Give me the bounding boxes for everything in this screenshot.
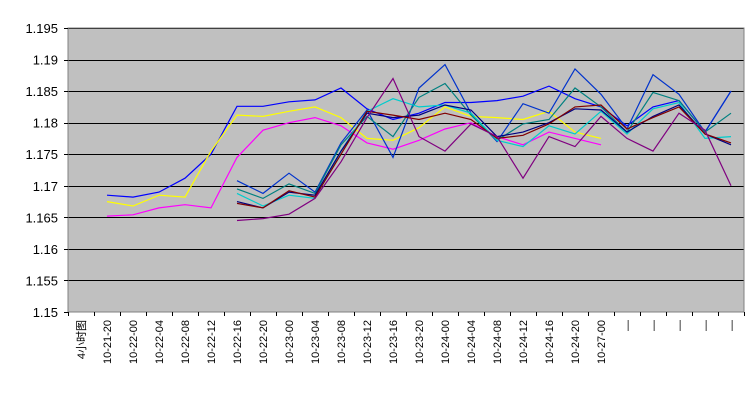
x-tick-label: 10-23-00 <box>284 320 296 364</box>
x-axis: 4小时图 10-21-20 10-22-00 10-22-04 10-22-08 10-2… <box>68 312 745 364</box>
x-tick-label: — <box>726 320 738 331</box>
x-tick-label: 10-24-12 <box>518 320 530 364</box>
x-tick-label: — <box>674 320 686 331</box>
y-tick-label: 1.185 <box>25 84 58 99</box>
series-line-3 <box>106 116 602 217</box>
x-tick-label: 10-24-08 <box>492 320 504 364</box>
x-tick-label: 10-22-00 <box>128 320 140 364</box>
y-axis: 1.15 1.155 1.16 1.165 1.17 1.175 1.18 1.185 1.19… <box>25 21 68 320</box>
series-lines <box>106 63 732 222</box>
x-tick-label: — <box>622 320 634 331</box>
y-tick-label: 1.16 <box>33 242 58 257</box>
x-tick-label: 10-22-04 <box>154 320 166 364</box>
x-tick-label: 10-23-08 <box>336 320 348 364</box>
x-tick-label: 10-24-16 <box>544 320 556 364</box>
y-tick-label: 1.155 <box>25 273 58 288</box>
x-tick-label: 10-22-16 <box>232 320 244 364</box>
x-tick-label: 10-23-20 <box>414 320 426 364</box>
y-tick-label: 1.165 <box>25 210 58 225</box>
x-tick-label: — <box>648 320 660 331</box>
series-line-2 <box>106 106 602 207</box>
y-tick-label: 1.15 <box>33 305 58 320</box>
x-tick-label: 10-24-00 <box>440 320 452 364</box>
series-line-9 <box>236 77 732 222</box>
x-tick-label: 10-27-00 <box>596 320 608 364</box>
y-tick-label: 1.195 <box>25 21 58 36</box>
x-tick-label: 10-24-20 <box>570 320 582 364</box>
x-tick-label: 4小时图 <box>75 320 88 359</box>
y-tick-label: 1.19 <box>33 53 58 68</box>
x-tick-label: 10-23-16 <box>388 320 400 364</box>
x-tick-label: — <box>700 320 712 331</box>
y-tick-label: 1.17 <box>33 179 58 194</box>
series-line-5 <box>236 82 732 200</box>
x-tick-label: 10-22-20 <box>258 320 270 364</box>
y-tick-label: 1.18 <box>33 116 58 131</box>
x-tick-label: 10-22-12 <box>206 320 218 364</box>
x-tick-label: 10-21-20 <box>102 320 114 364</box>
x-tick-label: 10-22-08 <box>180 320 192 364</box>
x-tick-label: 10-23-12 <box>362 320 374 364</box>
plot-area <box>68 28 744 312</box>
series-line-1 <box>106 85 732 198</box>
series-line-8 <box>236 104 732 209</box>
x-tick-label: 10-24-04 <box>466 320 478 364</box>
y-tick-label: 1.175 <box>25 147 58 162</box>
x-tick-label: 10-23-04 <box>310 320 322 364</box>
